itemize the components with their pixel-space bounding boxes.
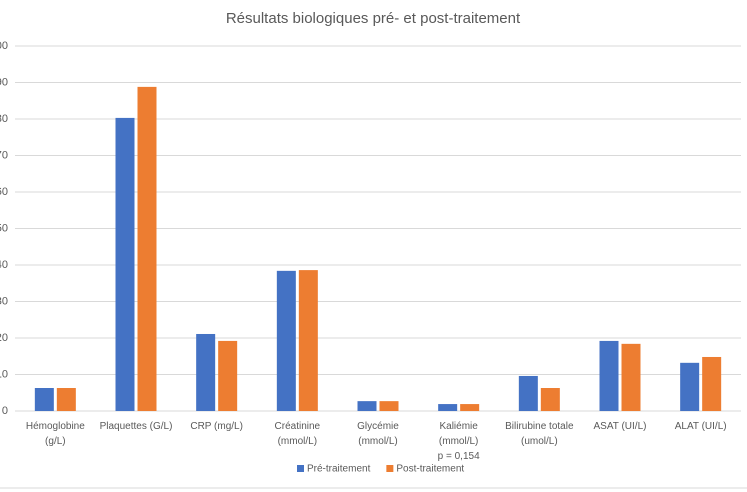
bar: [137, 86, 157, 411]
y-tick-label: 0: [2, 405, 8, 417]
y-tick-label: 40: [0, 259, 8, 271]
bar: [357, 401, 377, 411]
bar: [218, 340, 238, 411]
x-tick-label: Plaquettes (G/L): [99, 421, 173, 432]
bar: [518, 375, 538, 411]
x-tick-label: Créatinine (mmol/L): [274, 421, 321, 447]
y-tick-label: 10: [0, 368, 8, 380]
bar: [438, 404, 458, 411]
y-tick-label: 30: [0, 295, 8, 307]
bar: [276, 270, 296, 411]
x-tick-label: ALAT (UI/L): [674, 421, 727, 432]
x-tick-label: ASAT (UI/L): [593, 421, 647, 432]
bar: [680, 362, 700, 411]
legend-label: Pré-traitement: [307, 464, 371, 475]
legend-label: Post-traitement: [396, 464, 464, 475]
legend-swatch: [297, 465, 304, 472]
bar: [34, 388, 54, 411]
bar: [196, 333, 216, 411]
bar: [599, 340, 619, 411]
x-tick-label: Hémoglobine (g/L): [25, 421, 85, 447]
y-tick-label: 80: [0, 113, 8, 125]
y-tick-label: 70: [0, 149, 8, 161]
y-tick-label: 50: [0, 222, 8, 234]
y-tick-label: 60: [0, 186, 8, 198]
y-tick-label: 20: [0, 332, 8, 344]
bar: [540, 388, 560, 411]
bar: [298, 270, 318, 411]
bar: [115, 117, 135, 411]
legend-swatch: [386, 465, 394, 472]
y-tick-label: 100: [0, 40, 8, 52]
x-tick-label: Glycémie (mmol/L): [357, 421, 399, 447]
bar: [621, 343, 641, 411]
y-tick-label: 90: [0, 76, 8, 88]
bar: [56, 388, 76, 411]
x-tick-label: Bilirubine totale (umol/L): [505, 421, 574, 447]
bar: [379, 401, 399, 411]
bar: [460, 404, 480, 411]
x-tick-label: Kaliémie (mmol/L) p = 0,154: [437, 421, 480, 462]
x-tick-label: CRP (mg/L): [190, 421, 243, 432]
chart-title: Résultats biologiques pré- et post-trait…: [226, 10, 521, 27]
bar: [702, 356, 722, 411]
